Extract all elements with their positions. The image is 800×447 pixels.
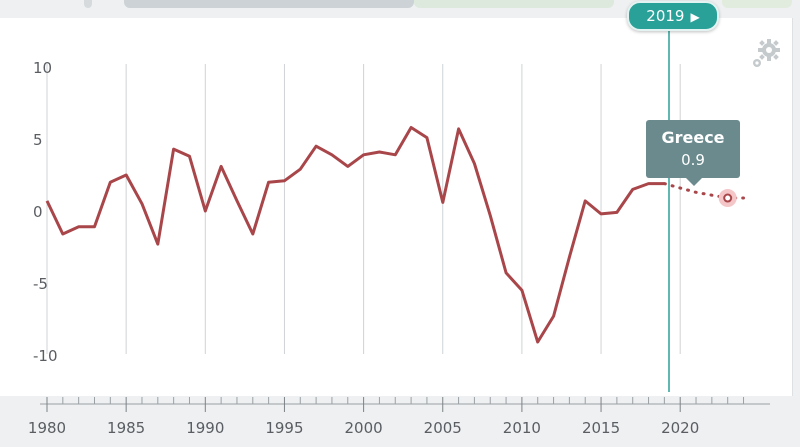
tab-hint-left bbox=[84, 0, 92, 8]
grid-layer bbox=[46, 64, 681, 354]
y-tick-labels: 10 5 0 -5 -10 bbox=[33, 59, 58, 365]
x-tick-label: 2015 bbox=[582, 419, 620, 437]
series-line-projection[interactable] bbox=[662, 182, 745, 200]
x-tick-label: 2000 bbox=[345, 419, 383, 437]
gear-icon[interactable] bbox=[749, 38, 783, 72]
x-tick-label: 1980 bbox=[28, 419, 66, 437]
x-axis: 1980 1985 1990 1995 2000 2005 2010 2015 2020 bbox=[28, 397, 770, 437]
tab-hint-center bbox=[124, 0, 414, 8]
tab-hint-far-right bbox=[722, 0, 792, 8]
data-tooltip: Greece 0.9 bbox=[646, 120, 740, 186]
tooltip-value: 0.9 bbox=[681, 151, 705, 169]
y-tick-label: -10 bbox=[33, 347, 58, 365]
y-tick-label: 10 bbox=[33, 59, 52, 77]
tooltip-country: Greece bbox=[661, 128, 725, 147]
year-selector-button[interactable]: 2019 ▶ bbox=[627, 1, 719, 31]
y-tick-label: 0 bbox=[33, 203, 43, 221]
chart-panel bbox=[0, 18, 793, 396]
y-tick-label: -5 bbox=[33, 275, 48, 293]
x-tick-label: 2005 bbox=[424, 419, 462, 437]
top-strip bbox=[0, 0, 800, 22]
highlight-point[interactable] bbox=[723, 193, 733, 203]
play-triangle-icon: ▶ bbox=[690, 10, 700, 24]
tab-hint-right bbox=[414, 0, 614, 8]
series-line-greece[interactable] bbox=[45, 126, 665, 344]
x-tick-label: 2020 bbox=[661, 419, 699, 437]
y-tick-label: 5 bbox=[33, 131, 43, 149]
x-tick-label: 2010 bbox=[503, 419, 541, 437]
tooltip-pointer bbox=[686, 178, 702, 186]
series-layer bbox=[45, 126, 745, 344]
selected-year-label: 2019 bbox=[646, 7, 685, 25]
x-tick-label: 1985 bbox=[107, 419, 145, 437]
x-tick-label: 1990 bbox=[186, 419, 224, 437]
x-tick-label: 1995 bbox=[265, 419, 303, 437]
